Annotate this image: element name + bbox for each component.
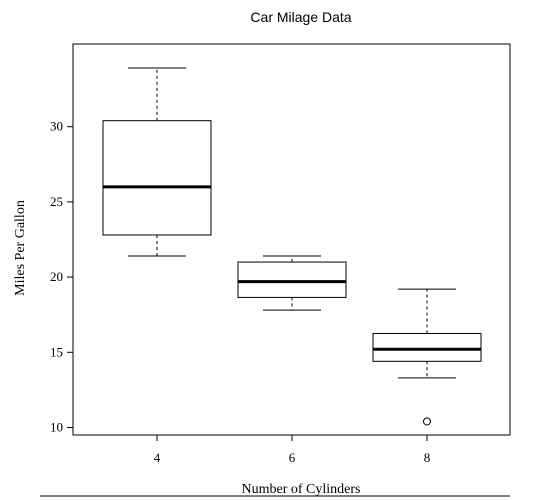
x-tick-label-8: 8 (424, 450, 431, 465)
y-axis: 10 15 20 25 30 (50, 119, 74, 434)
y-tick-label-20: 20 (50, 269, 63, 284)
y-axis-label: Miles Per Gallon (13, 200, 28, 296)
y-tick-label-15: 15 (50, 344, 63, 359)
iqr-box-6 (237, 261, 347, 298)
outlier-8-0 (423, 417, 431, 426)
y-tick-label-25: 25 (50, 194, 63, 209)
box-8 (372, 288, 482, 426)
x-axis: 4 6 8 (154, 434, 431, 465)
iqr-box-4 (102, 120, 212, 236)
box-6 (237, 255, 347, 311)
x-axis-label: Number of Cylinders (242, 482, 361, 497)
box-4 (102, 67, 212, 257)
boxes (102, 67, 482, 426)
x-tick-label-4: 4 (154, 450, 161, 465)
chart-title: Car Milage Data (250, 9, 351, 25)
y-tick-label-30: 30 (50, 119, 63, 134)
x-tick-label-6: 6 (289, 450, 296, 465)
y-tick-label-10: 10 (50, 419, 63, 434)
iqr-box-8 (372, 332, 482, 362)
plot-frame (72, 43, 511, 436)
